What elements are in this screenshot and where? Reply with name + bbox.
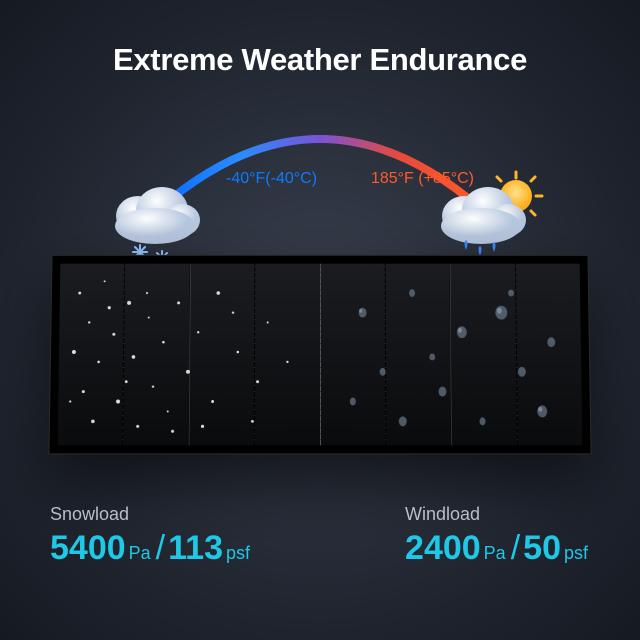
snowload-stat: Snowload 5400 Pa / 113 psf <box>50 504 252 568</box>
temp-cold-label: -40°F(-40°C) <box>226 170 317 188</box>
solar-panel-grid <box>58 264 583 446</box>
windload-stat: Windload 2400 Pa / 50 psf <box>405 504 590 568</box>
stats-row: Snowload 5400 Pa / 113 psf Windload 2400… <box>50 504 590 568</box>
windload-value: 2400 Pa / 50 psf <box>405 529 590 568</box>
snowload-label: Snowload <box>50 504 252 525</box>
windload-label: Windload <box>405 504 590 525</box>
page-title: Extreme Weather Endurance <box>0 42 640 78</box>
solar-panel <box>48 255 591 455</box>
snowload-value: 5400 Pa / 113 psf <box>50 529 252 568</box>
